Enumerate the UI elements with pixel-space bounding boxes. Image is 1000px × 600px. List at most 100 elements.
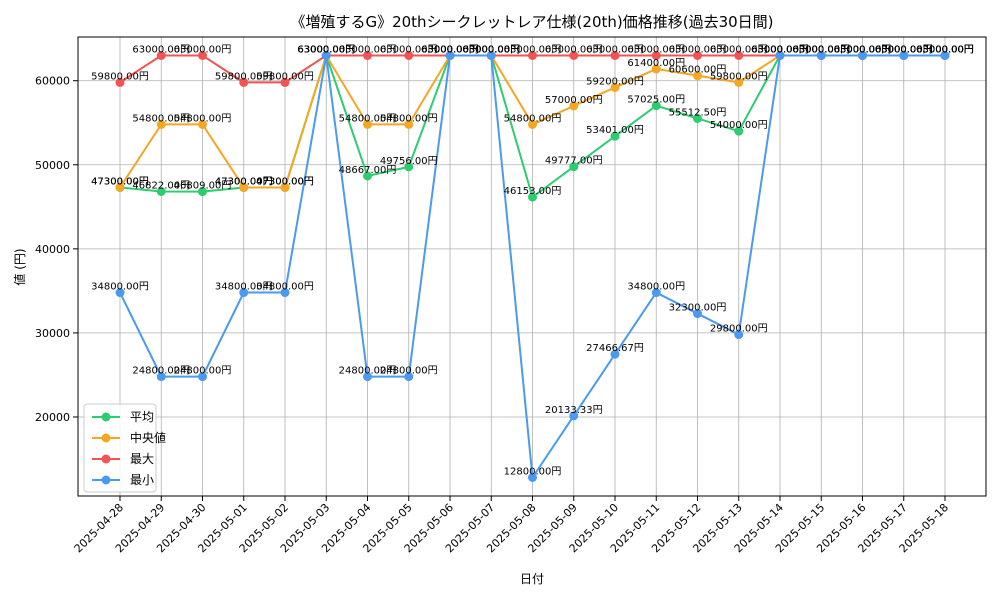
data-label: 32300.00円 <box>669 303 727 314</box>
data-label: 63000.00円 <box>462 44 520 55</box>
data-label: 63000.00円 <box>792 44 850 55</box>
legend-label: 中央値 <box>130 430 166 445</box>
data-point <box>198 187 207 197</box>
y-tick-layer: 20000 30000 40000 50000 60000 <box>35 75 78 424</box>
data-label: 49777.00円 <box>545 156 603 167</box>
data-point <box>198 50 207 60</box>
data-point <box>899 50 909 60</box>
y-tick-label: 20000 <box>35 411 70 424</box>
data-point <box>363 50 372 60</box>
data-point <box>651 288 661 298</box>
chart-title: 《増殖するG》20thシークレットレア仕様(20th)価格推移(過去30日間) <box>290 13 773 31</box>
data-label: 63000.00円 <box>174 44 232 55</box>
data-point <box>693 50 702 60</box>
data-label: 63000.00円 <box>751 44 809 55</box>
data-label: 24800.00円 <box>339 366 397 377</box>
data-point <box>569 50 579 60</box>
data-label: 47300.00円 <box>256 176 314 187</box>
data-point <box>734 126 744 136</box>
data-point <box>734 50 744 60</box>
data-label: 57000.00円 <box>545 95 603 106</box>
data-point <box>280 288 290 298</box>
data-label: 63000.00円 <box>669 44 727 55</box>
data-label: 63000.00円 <box>834 44 892 55</box>
data-label: 20133.33円 <box>545 405 603 416</box>
data-label: 53401.00円 <box>586 125 644 136</box>
data-point <box>156 50 166 60</box>
data-label: 24800.00円 <box>174 366 232 377</box>
data-label: 46809.00円 <box>174 181 232 192</box>
y-tick-label: 40000 <box>35 243 70 256</box>
data-point <box>528 50 537 60</box>
data-label: 63000.00円 <box>297 44 355 55</box>
data-point <box>198 119 207 129</box>
data-label: 63000.00円 <box>875 44 933 55</box>
data-point <box>610 82 620 92</box>
data-label: 63000.00円 <box>875 44 933 55</box>
data-label: 63000.00円 <box>792 44 850 55</box>
data-label: 54800.00円 <box>339 113 397 124</box>
y-tick-label: 60000 <box>35 75 70 88</box>
data-point <box>445 50 455 60</box>
data-label: 24800.00円 <box>380 366 438 377</box>
data-point <box>693 113 702 123</box>
data-point <box>404 372 414 382</box>
data-label: 63000.00円 <box>297 44 355 55</box>
data-label: 49756.00円 <box>380 156 438 167</box>
data-label: 34800.00円 <box>215 282 273 293</box>
data-label: 54800.00円 <box>174 113 232 124</box>
data-label: 61400.00円 <box>627 58 685 69</box>
data-label-layer: 47300.00円46822.00円46809.00円47300.00円4730… <box>91 44 974 477</box>
y-axis-label: 値 (円) <box>12 248 27 285</box>
data-label: 54800.00円 <box>132 113 190 124</box>
series-layer <box>115 50 950 483</box>
data-label: 47300.00円 <box>215 176 273 187</box>
legend-swatch-marker <box>101 475 111 485</box>
data-label: 63000.00円 <box>339 44 397 55</box>
data-point <box>404 50 414 60</box>
data-point <box>280 77 290 87</box>
data-label: 59800.00円 <box>215 71 273 82</box>
data-label: 63000.00円 <box>916 44 974 55</box>
data-point <box>115 182 125 192</box>
data-point <box>528 119 537 129</box>
data-label: 63000.00円 <box>875 44 933 55</box>
data-label: 63000.00円 <box>875 44 933 55</box>
data-label: 63000.00円 <box>792 44 850 55</box>
data-label: 54800.00円 <box>380 113 438 124</box>
data-label: 48667.00円 <box>339 165 397 176</box>
data-point <box>610 349 620 359</box>
data-label: 47300.00円 <box>256 176 314 187</box>
data-label: 12800.00円 <box>504 467 562 478</box>
data-point <box>569 411 579 421</box>
data-label: 63000.00円 <box>132 44 190 55</box>
data-point <box>156 186 166 196</box>
data-point <box>198 372 207 382</box>
data-label: 63000.00円 <box>627 44 685 55</box>
x-axis-label: 日付 <box>520 572 544 586</box>
data-label: 59200.00円 <box>586 76 644 87</box>
data-label: 63000.00円 <box>297 44 355 55</box>
data-label: 63000.00円 <box>916 44 974 55</box>
data-label: 63000.00円 <box>834 44 892 55</box>
data-point <box>940 50 950 60</box>
data-label: 63000.00円 <box>751 44 809 55</box>
data-label: 34800.00円 <box>627 282 685 293</box>
data-label: 63000.00円 <box>297 44 355 55</box>
data-label: 47300.00円 <box>91 176 149 187</box>
data-label: 55512.50円 <box>669 107 727 118</box>
data-point <box>693 71 702 81</box>
data-point <box>651 101 661 111</box>
data-label: 46153.00円 <box>504 186 562 197</box>
data-label: 63000.00円 <box>504 44 562 55</box>
data-label: 34800.00円 <box>256 282 314 293</box>
data-point <box>115 77 125 87</box>
data-label: 63000.00円 <box>834 44 892 55</box>
data-point <box>816 50 826 60</box>
data-point <box>280 182 290 192</box>
data-label: 63000.00円 <box>916 44 974 55</box>
legend-label: 平均 <box>130 410 154 424</box>
data-point <box>363 372 372 382</box>
data-label: 59800.00円 <box>256 71 314 82</box>
